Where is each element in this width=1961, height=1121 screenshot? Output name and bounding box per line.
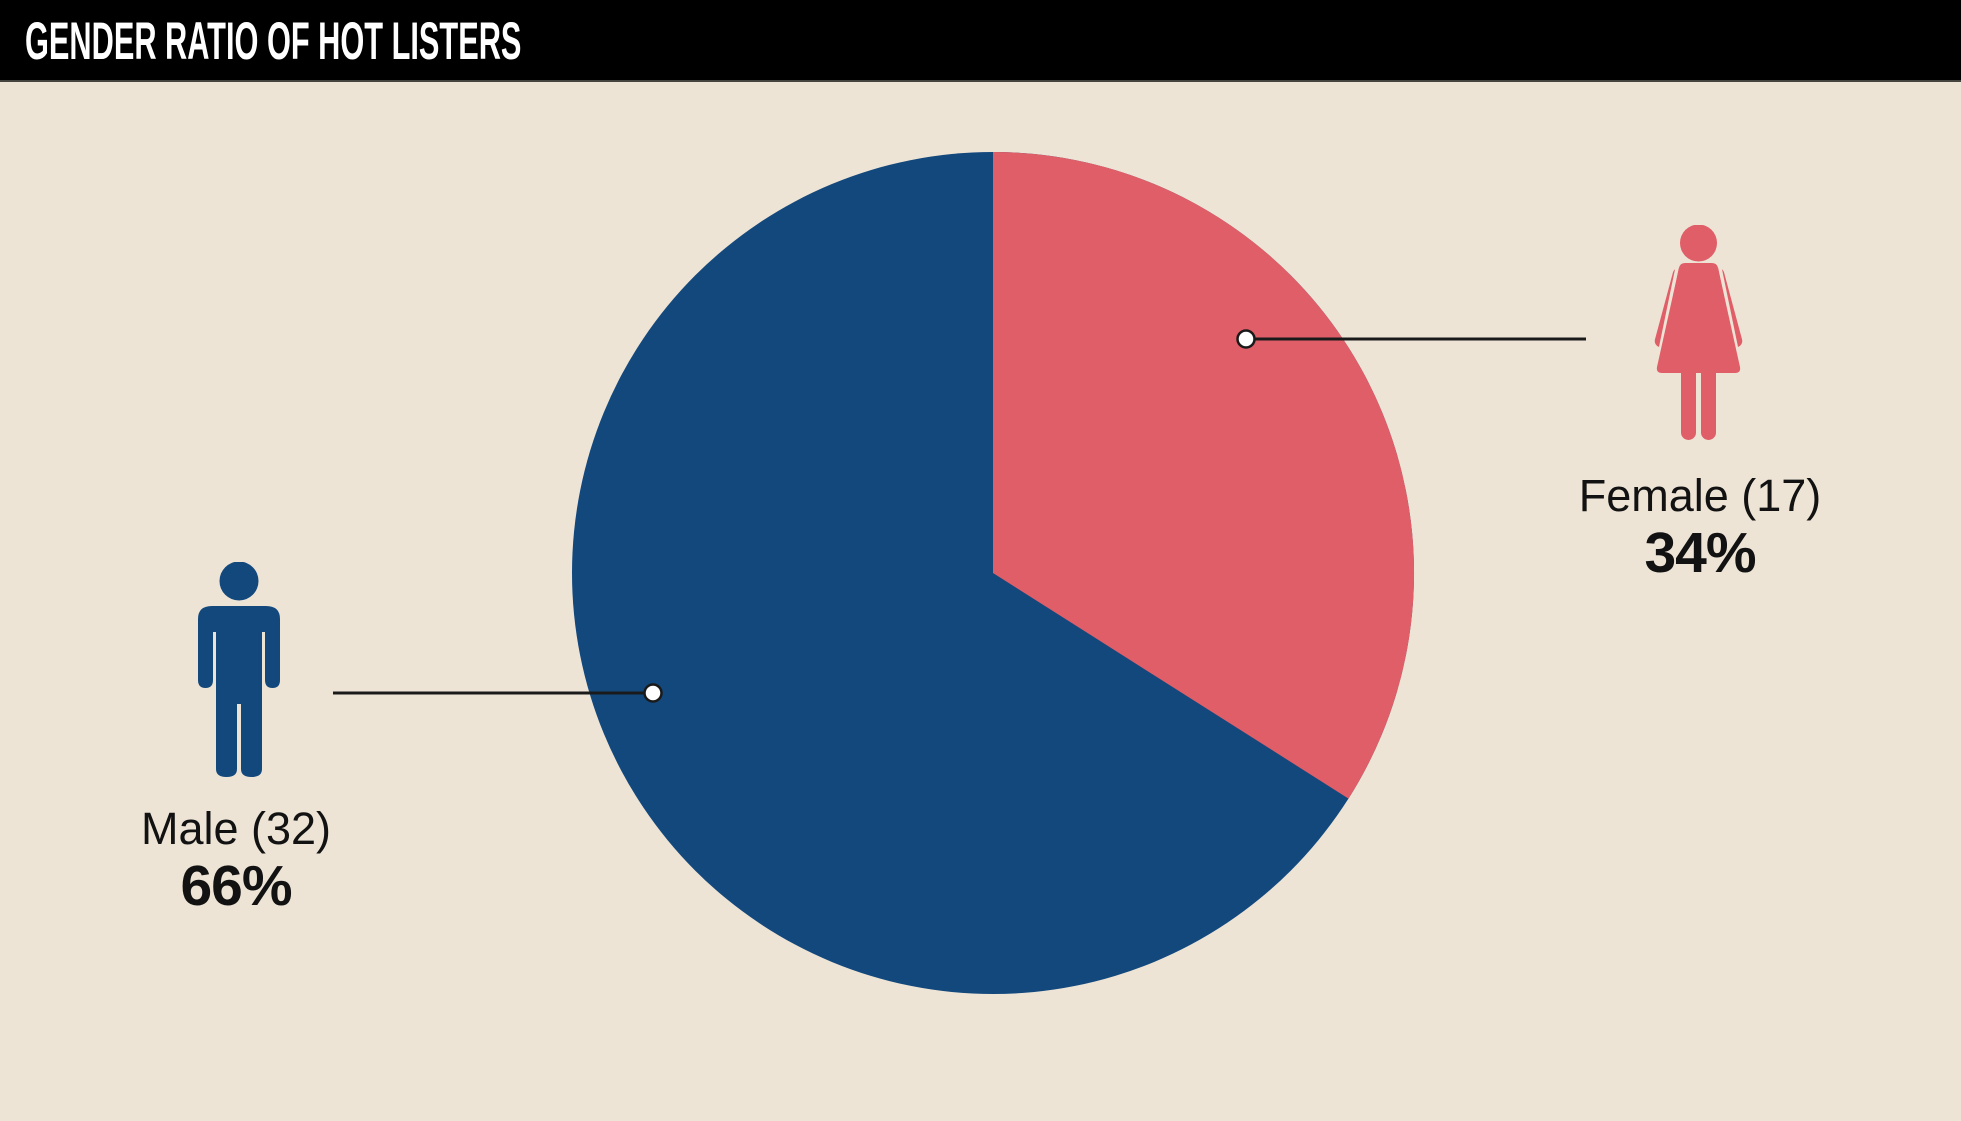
male-legend: Male (32) 66% [141, 803, 331, 917]
female-icon [1653, 225, 1744, 440]
female-percent: 34% [1644, 521, 1756, 585]
male-percent: 66% [180, 854, 292, 918]
callout-dot-male [643, 683, 663, 703]
page-title: GENDER RATIO OF HOT LISTERS [25, 11, 522, 71]
female-legend: Female (17) 34% [1579, 470, 1822, 584]
title-bar: GENDER RATIO OF HOT LISTERS [0, 0, 1961, 82]
male-label: Male (32) [140, 803, 332, 854]
female-label: Female (17) [1578, 470, 1822, 521]
male-icon [198, 562, 280, 777]
pie-slice-female [993, 152, 1415, 799]
callout-dot-female [1236, 329, 1256, 349]
